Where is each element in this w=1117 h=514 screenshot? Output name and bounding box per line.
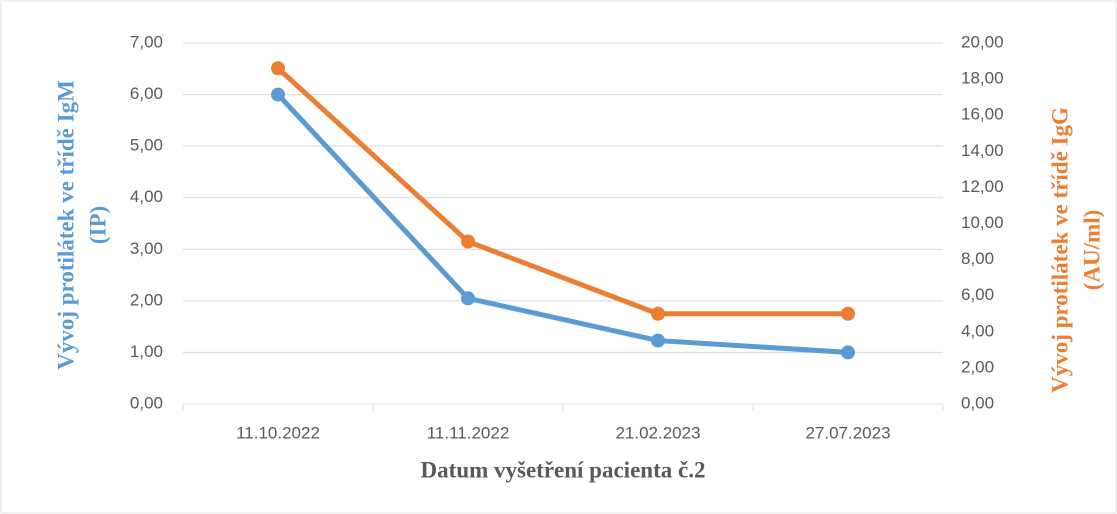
x-tick-label: 21.02.2023 [615,423,700,442]
y-tick-label: 0,00 [130,393,163,412]
x-axis-title: Datum vyšetření pacienta č.2 [421,457,706,482]
y-tick-label: 3,00 [130,239,163,258]
y2-tick-label: 2,00 [961,357,994,376]
y-tick-label: 1,00 [130,342,163,361]
y2-tick-label: 0,00 [961,393,994,412]
series-line [276,66,848,317]
y2-axis-title-line: (AU/ml) [1079,210,1104,290]
data-point [841,345,855,360]
data-point [461,291,475,306]
data-point [461,234,475,249]
y2-tick-label: 16,00 [961,105,1004,124]
y-axis-title: Vývoj protilátek ve třídě IgM (IP) [53,80,110,370]
y2-tick-label: 6,00 [961,285,994,304]
y-tick-label: 7,00 [130,32,163,51]
y-tick-label: 2,00 [130,290,163,309]
y-tick-label: 4,00 [130,187,163,206]
data-point [271,87,285,102]
y2-tick-label: 20,00 [961,32,1004,51]
y2-tick-label: 18,00 [961,69,1004,88]
y-axis-title-line: (IP) [85,206,110,244]
y2-axis-title: Vývoj protilátek ve třídě IgG (AU/ml) [1047,107,1104,393]
series-line [276,92,849,355]
data-point [651,333,665,348]
x-tick-label: 27.07.2023 [805,423,890,442]
y-axis-title-line: Vývoj protilátek ve třídě IgM [53,80,78,370]
y2-tick-label: 4,00 [961,321,994,340]
data-point [841,306,855,321]
data-point [271,61,285,76]
data-point [651,306,665,321]
category-separators [182,404,944,411]
y2-axis-title-line: Vývoj protilátek ve třídě IgG [1047,107,1072,393]
y-tick-label: 6,00 [130,84,163,103]
y-tick-label: 5,00 [130,136,163,155]
y2-tick-label: 14,00 [961,141,1004,160]
x-tick-label: 11.11.2022 [427,423,510,442]
x-tick-label: 11.10.2022 [236,423,320,442]
y2-tick-label: 8,00 [961,249,994,268]
y2-tick-label: 12,00 [961,177,1004,196]
y2-tick-label: 10,00 [961,213,1004,232]
